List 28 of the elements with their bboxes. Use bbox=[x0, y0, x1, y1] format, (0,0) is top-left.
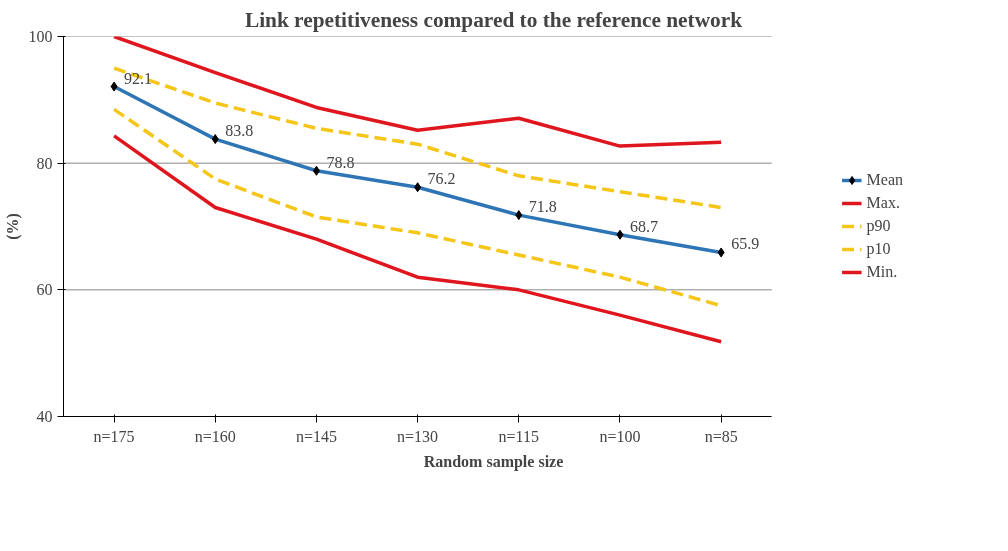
x-tick-label: n=160 bbox=[194, 427, 236, 445]
data-label: 68.7 bbox=[629, 217, 658, 235]
data-label: 65.9 bbox=[731, 235, 760, 253]
legend-label: Min. bbox=[866, 263, 898, 281]
x-tick-label: n=100 bbox=[599, 427, 641, 445]
data-label: 76.2 bbox=[427, 170, 456, 188]
line-series bbox=[112, 66, 723, 210]
y-axis-title: (%) bbox=[3, 213, 22, 240]
y-tick-label: 100 bbox=[28, 28, 53, 45]
data-label: 83.8 bbox=[225, 122, 254, 140]
legend-label: Max. bbox=[866, 194, 900, 212]
data-label: 78.8 bbox=[326, 153, 355, 171]
x-axis-title: Random sample size bbox=[423, 452, 564, 471]
legend-label: p10 bbox=[866, 240, 891, 258]
x-tick-label: n=145 bbox=[295, 427, 337, 445]
y-tick-label: 80 bbox=[36, 154, 53, 172]
y-tick-label: 40 bbox=[36, 408, 53, 425]
data-label: 71.8 bbox=[528, 198, 557, 216]
legend-label: p90 bbox=[866, 217, 891, 235]
x-tick-label: n=85 bbox=[704, 427, 738, 445]
y-tick-label: 60 bbox=[36, 281, 53, 299]
chart-title: Link repetitiveness compared to the reference network bbox=[244, 7, 743, 32]
legend-label: Mean bbox=[866, 171, 903, 189]
line-series bbox=[112, 36, 723, 148]
x-tick-label: n=130 bbox=[397, 427, 439, 445]
x-tick-label: n=175 bbox=[93, 427, 135, 445]
x-tick-label: n=115 bbox=[498, 427, 540, 445]
line-series bbox=[112, 134, 723, 344]
